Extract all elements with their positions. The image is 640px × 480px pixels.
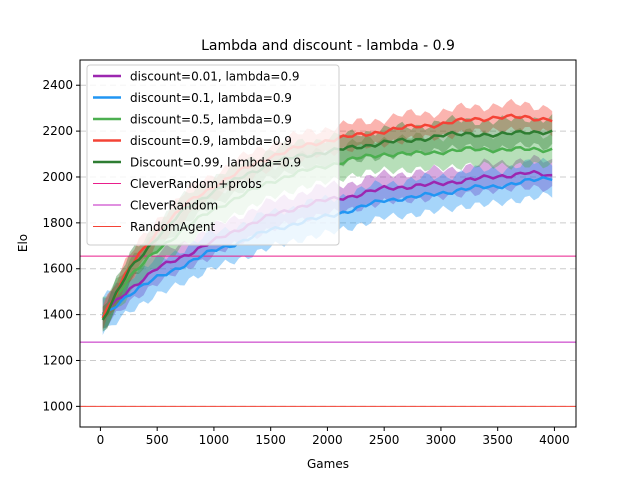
x-tick-label: 3500	[482, 433, 513, 447]
y-tick-label: 2200	[42, 124, 73, 138]
y-axis-label: Elo	[16, 234, 30, 252]
y-tick-label: 1200	[42, 353, 73, 367]
x-tick-label: 1500	[255, 433, 286, 447]
x-tick-label: 500	[146, 433, 169, 447]
y-tick-label: 2400	[42, 78, 73, 92]
legend: discount=0.01, lambda=0.9 discount=0.1, l…	[86, 64, 340, 246]
x-tick-label: 1000	[199, 433, 230, 447]
y-tick-label: 1800	[42, 216, 73, 230]
plot-frame	[79, 59, 577, 428]
legend-label: CleverRandom	[130, 199, 218, 213]
x-axis: 0 500 1000 1500 2000 2500 3000 3500 4000	[97, 427, 570, 447]
y-tick-label: 2000	[42, 170, 73, 184]
chart-title: Lambda and discount - lambda - 0.9	[201, 38, 455, 54]
legend-label: discount=0.5, lambda=0.9	[130, 113, 292, 127]
legend-label: discount=0.9, lambda=0.9	[130, 134, 292, 148]
y-tick-label: 1400	[42, 308, 73, 322]
y-tick-label: 1000	[42, 399, 73, 413]
legend-label: CleverRandom+probs	[130, 177, 262, 191]
legend-label: discount=0.1, lambda=0.9	[130, 91, 292, 105]
legend-label: RandomAgent	[130, 220, 215, 234]
y-tick-label: 1600	[42, 262, 73, 276]
series-band-2	[102, 157, 553, 335]
x-tick-label: 0	[97, 433, 105, 447]
reference-lines	[80, 255, 576, 407]
legend-label: discount=0.01, lambda=0.9	[130, 70, 300, 84]
legend-box	[86, 64, 340, 246]
legend-label: Discount=0.99, lambda=0.9	[130, 156, 301, 170]
x-tick-label: 4000	[539, 433, 570, 447]
x-tick-label: 2000	[312, 433, 343, 447]
y-axis: 1000 1200 1400 1600 1800 2000 2200 2400	[42, 78, 80, 413]
x-tick-label: 2500	[369, 433, 400, 447]
x-axis-label: Games	[307, 457, 349, 471]
x-tick-label: 3000	[426, 433, 457, 447]
